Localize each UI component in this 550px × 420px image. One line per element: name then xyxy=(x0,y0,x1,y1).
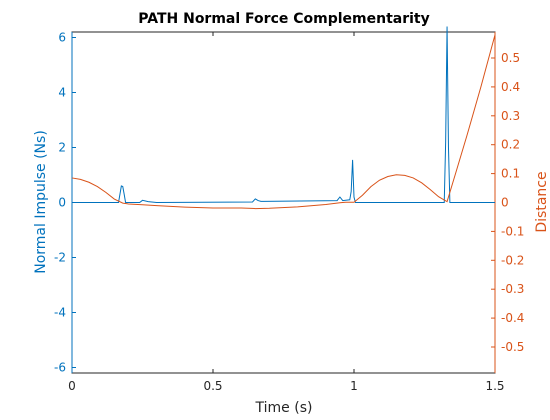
series-layer xyxy=(71,26,496,210)
right-y-tick-label: 0.2 xyxy=(501,138,520,152)
right-y-tick-label: -0.4 xyxy=(501,311,524,325)
x-tick-label: 0 xyxy=(68,379,76,393)
left-y-axis-label: Normal Impulse (Ns) xyxy=(33,130,49,274)
left-y-tick-label: 0 xyxy=(58,196,66,210)
right-y-axis-label: Distance xyxy=(534,171,550,232)
x-tick-label: 1 xyxy=(350,379,358,393)
left-y-tick-label: -6 xyxy=(54,361,66,375)
right-y-tick-label: 0.4 xyxy=(501,80,520,94)
distance-line xyxy=(71,34,496,210)
right-y-tick-label: 0.3 xyxy=(501,109,520,123)
right-y-tick-label: -0.3 xyxy=(501,282,524,296)
right-y-tick-label: -0.1 xyxy=(501,224,524,238)
left-y-tick-label: 6 xyxy=(58,31,66,45)
left-y-tick-label: 4 xyxy=(58,86,66,100)
right-y-tick-label: 0 xyxy=(501,196,509,210)
left-y-tick-label: -2 xyxy=(54,251,66,265)
right-y-tick-label: 0.5 xyxy=(501,51,520,65)
x-axis-label: Time (s) xyxy=(255,400,313,416)
x-tick-label: 1.5 xyxy=(485,379,504,393)
chart-title: PATH Normal Force Complementarity xyxy=(138,11,430,27)
normal-impulse-line xyxy=(72,26,495,204)
left-y-tick-label: 2 xyxy=(58,141,66,155)
right-y-tick-label: -0.5 xyxy=(501,340,524,354)
right-y-tick-label: 0.1 xyxy=(501,167,520,181)
left-y-tick-label: -4 xyxy=(54,306,66,320)
x-tick-label: 0.5 xyxy=(203,379,222,393)
right-y-tick-label: -0.2 xyxy=(501,253,524,267)
